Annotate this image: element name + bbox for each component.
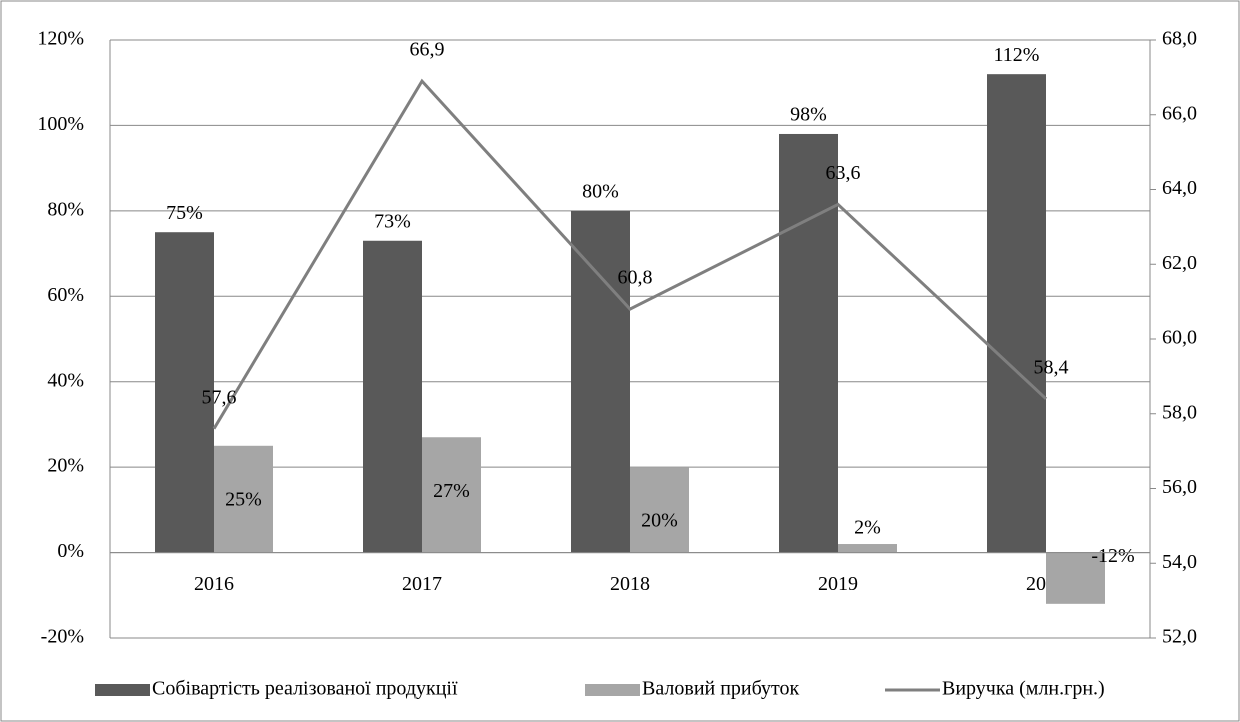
bar — [363, 240, 422, 553]
data-label: 98% — [790, 104, 827, 126]
y2-tick-label: 56,0 — [1162, 476, 1197, 498]
bar — [571, 210, 630, 553]
y2-tick-label: 66,0 — [1162, 102, 1197, 124]
y2-tick-label: 64,0 — [1162, 177, 1197, 199]
data-label: 73% — [374, 210, 411, 232]
y2-tick-label: 58,0 — [1162, 401, 1197, 423]
y2-tick-label: 68,0 — [1162, 28, 1197, 50]
y-tick-label: -20% — [41, 626, 84, 648]
y-tick-label: 0% — [57, 540, 84, 562]
bar — [987, 74, 1046, 553]
x-tick-label: 2017 — [402, 573, 442, 595]
legend-swatch — [95, 684, 150, 696]
y-tick-label: 20% — [47, 455, 84, 477]
bar — [422, 437, 481, 553]
bar — [838, 544, 897, 553]
data-label: 60,8 — [618, 267, 653, 289]
y-tick-label: 100% — [37, 113, 84, 135]
y2-tick-label: 62,0 — [1162, 252, 1197, 274]
y2-tick-label: 52,0 — [1162, 626, 1197, 648]
data-label: 63,6 — [826, 162, 861, 184]
legend-label: Собівартість реалізованої продукції — [152, 678, 458, 700]
data-label: 25% — [225, 488, 262, 510]
data-label: 66,9 — [410, 39, 445, 61]
y2-tick-label: 60,0 — [1162, 327, 1197, 349]
bar — [155, 232, 214, 553]
data-label: 57,6 — [202, 386, 237, 408]
data-label: 58,4 — [1034, 356, 1069, 378]
legend-label: Валовий прибуток — [642, 678, 800, 700]
bar — [630, 467, 689, 553]
y-tick-label: 40% — [47, 369, 84, 391]
data-label: 80% — [582, 180, 619, 202]
data-label: -12% — [1091, 545, 1134, 567]
data-label: 27% — [433, 480, 470, 502]
y-tick-label: 80% — [47, 198, 84, 220]
line — [212, 78, 1048, 430]
x-tick-label: 2018 — [610, 573, 650, 595]
data-label: 2% — [854, 517, 881, 539]
bar — [779, 133, 838, 553]
data-label: 112% — [994, 44, 1040, 66]
y2-tick-label: 54,0 — [1162, 551, 1197, 573]
y-tick-label: 120% — [37, 28, 84, 50]
legend-swatch — [585, 684, 640, 696]
bar — [214, 445, 273, 553]
data-label: 20% — [641, 510, 678, 532]
x-tick-label: 2019 — [818, 573, 858, 595]
bar — [1046, 552, 1105, 604]
x-tick-label: 2016 — [194, 573, 234, 595]
data-label: 75% — [166, 202, 203, 224]
legend-label: Виручка (млн.грн.) — [942, 678, 1105, 700]
y-tick-label: 60% — [47, 284, 84, 306]
